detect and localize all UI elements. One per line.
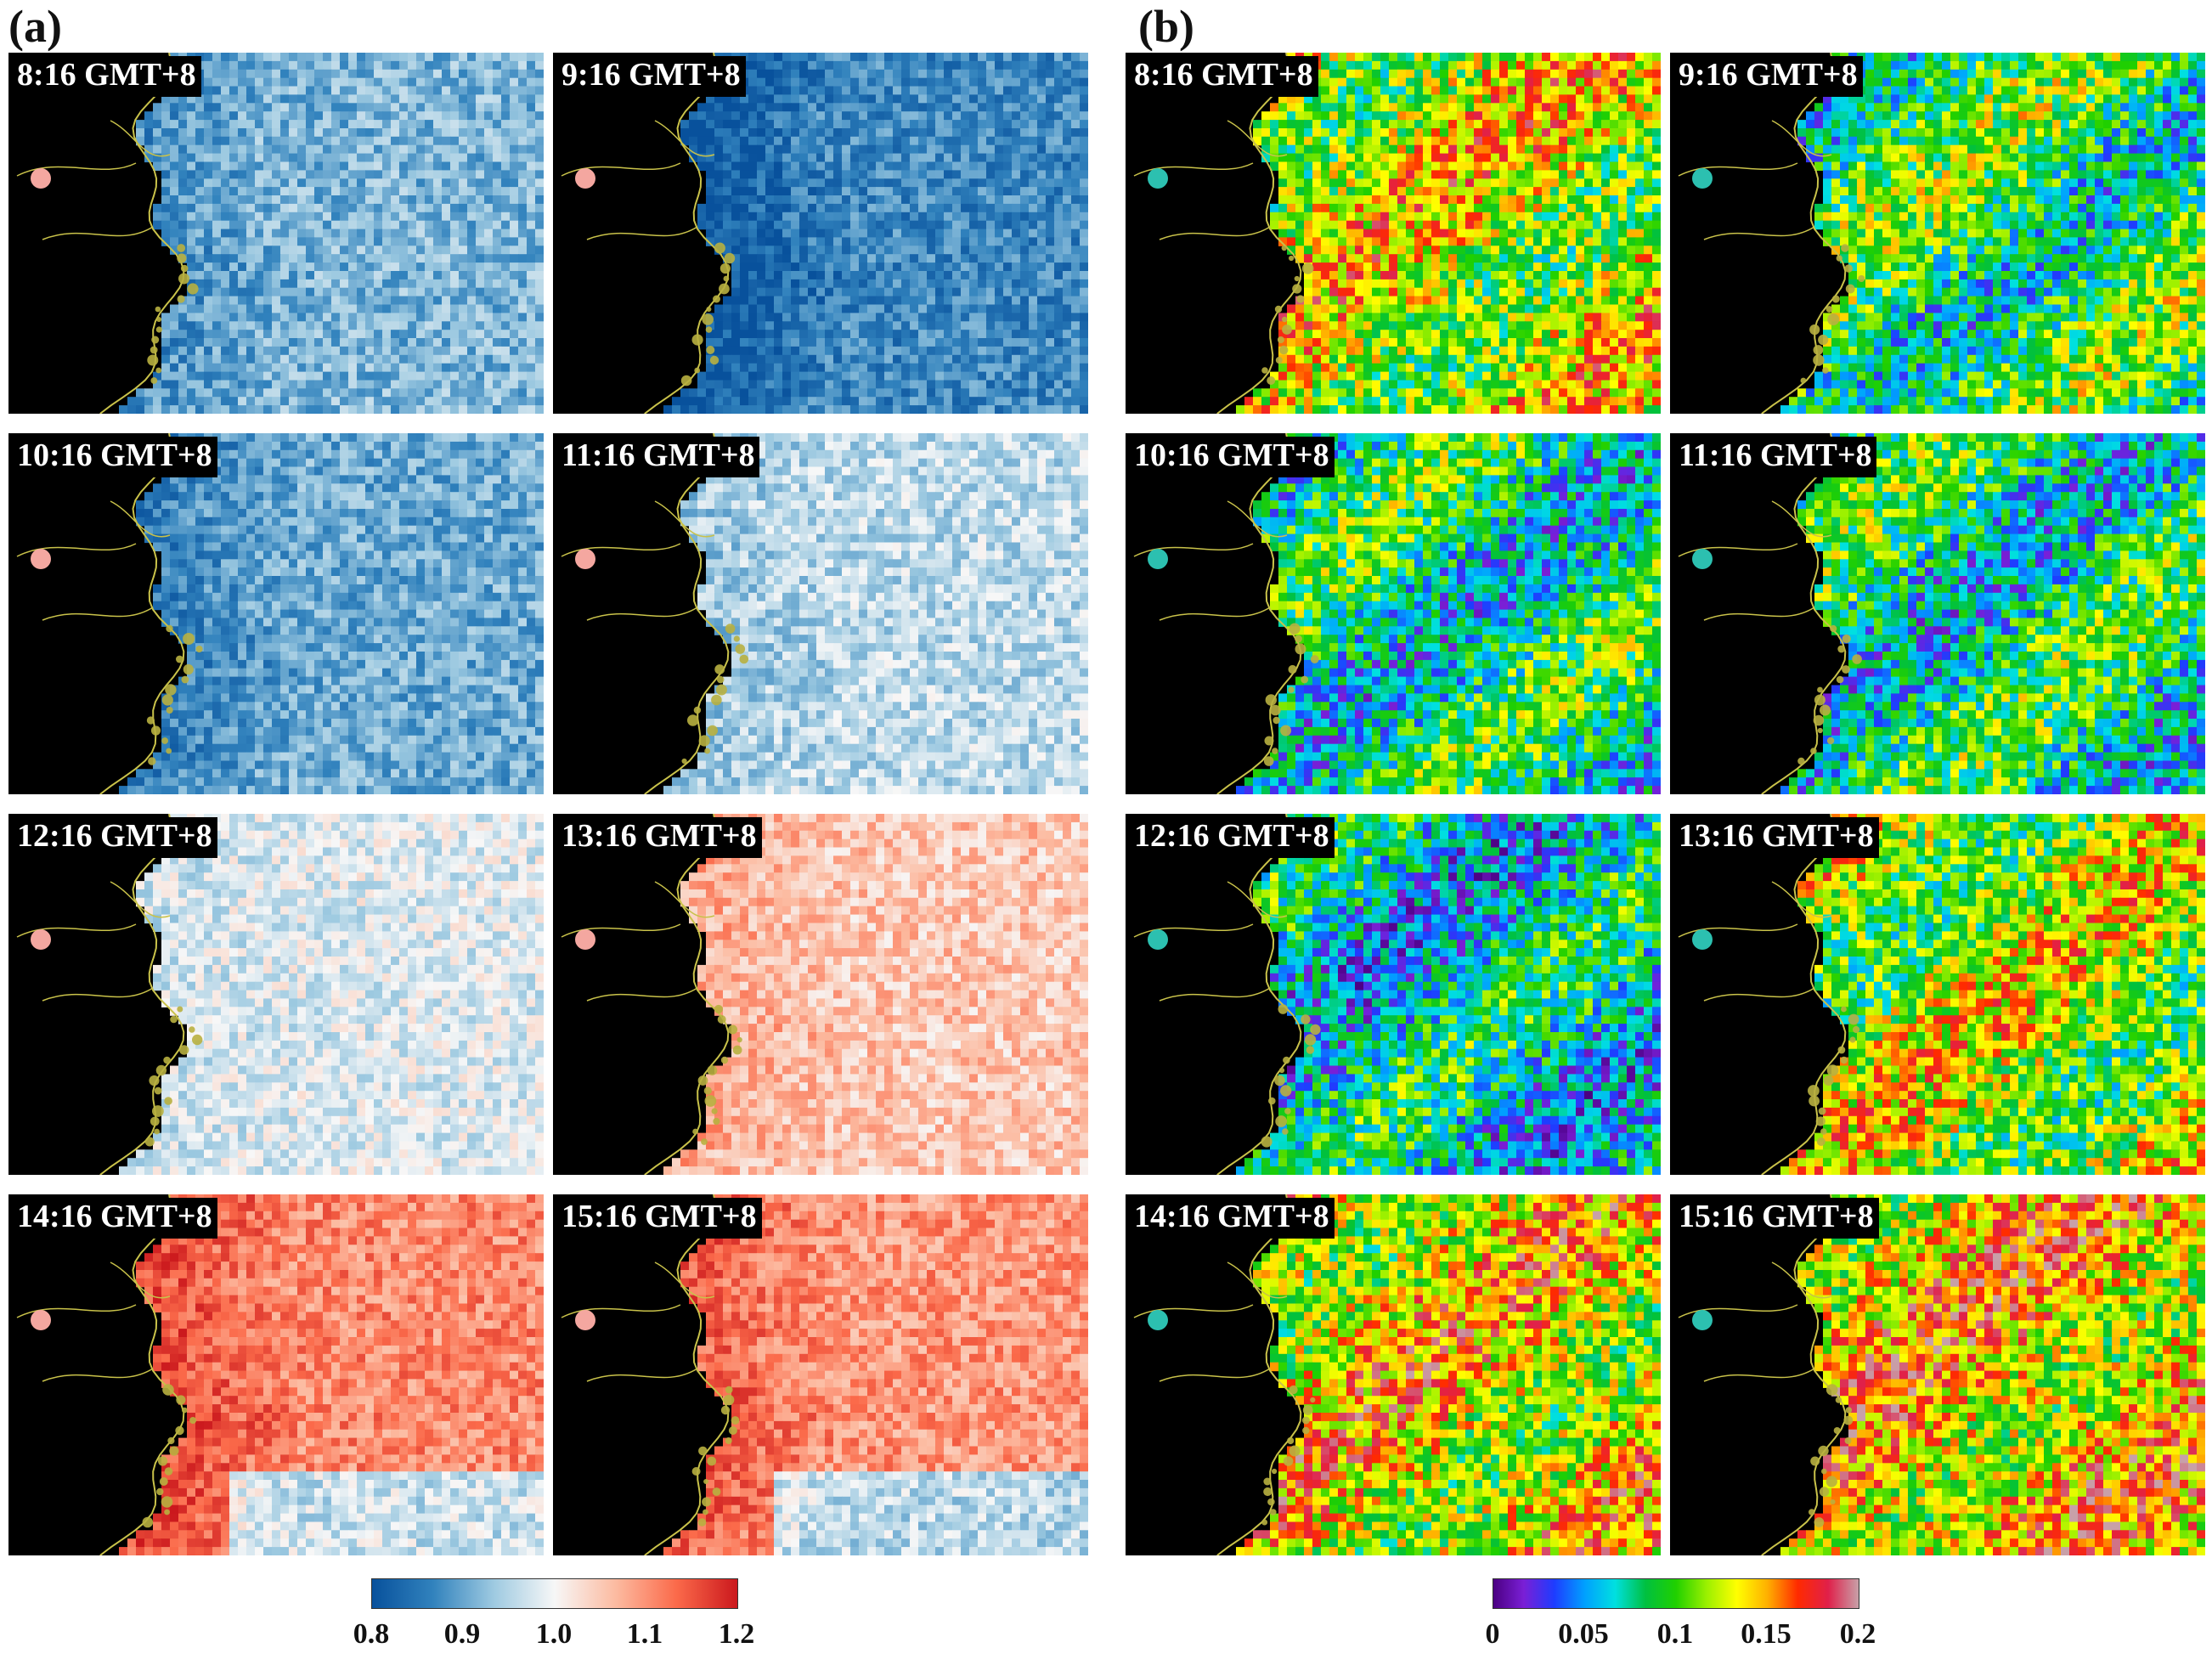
map-field <box>1126 53 1661 414</box>
map-field <box>8 814 544 1175</box>
map-a-0916: 9:16 GMT+8 <box>553 53 1088 414</box>
time-label: 15:16 GMT+8 <box>1673 1198 1879 1239</box>
map-b-1216: 12:16 GMT+8 <box>1126 814 1661 1175</box>
time-label: 14:16 GMT+8 <box>12 1198 217 1239</box>
map-field <box>553 53 1088 414</box>
time-label: 12:16 GMT+8 <box>1129 817 1335 858</box>
map-field <box>553 1194 1088 1555</box>
colorbar-a-tick: 1.0 <box>536 1618 573 1651</box>
colorbar-a-tick: 0.8 <box>353 1618 390 1651</box>
colorbar-b <box>1493 1578 1859 1609</box>
time-label: 14:16 GMT+8 <box>1129 1198 1335 1239</box>
time-label: 12:16 GMT+8 <box>12 817 217 858</box>
map-field <box>1126 1194 1661 1555</box>
map-a-1516: 15:16 GMT+8 <box>553 1194 1088 1555</box>
time-label: 8:16 GMT+8 <box>12 56 201 97</box>
map-b-1416: 14:16 GMT+8 <box>1126 1194 1661 1555</box>
map-b-1516: 15:16 GMT+8 <box>1670 1194 2205 1555</box>
map-a-0816: 8:16 GMT+8 <box>8 53 544 414</box>
colorbar-b-tick: 0.05 <box>1558 1618 1609 1651</box>
time-label: 10:16 GMT+8 <box>12 437 217 477</box>
map-field <box>8 53 544 414</box>
map-field <box>1670 433 2205 794</box>
map-field <box>1126 814 1661 1175</box>
map-field <box>1670 814 2205 1175</box>
map-b-1316: 13:16 GMT+8 <box>1670 814 2205 1175</box>
time-label: 10:16 GMT+8 <box>1129 437 1335 477</box>
panel-a-letter: (a) <box>8 3 62 49</box>
map-field <box>8 433 544 794</box>
map-b-1016: 10:16 GMT+8 <box>1126 433 1661 794</box>
map-a-1416: 14:16 GMT+8 <box>8 1194 544 1555</box>
map-a-1116: 11:16 GMT+8 <box>553 433 1088 794</box>
map-b-0816: 8:16 GMT+8 <box>1126 53 1661 414</box>
map-a-1316: 13:16 GMT+8 <box>553 814 1088 1175</box>
colorbar-a-tick: 0.9 <box>444 1618 481 1651</box>
colorbar-a <box>371 1578 738 1609</box>
colorbar-a-tick: 1.2 <box>719 1618 755 1651</box>
map-field <box>1670 53 2205 414</box>
panel-a-grid: 8:16 GMT+8 9:16 GMT+8 10:16 GMT+8 11:16 … <box>8 53 1088 1555</box>
colorbar-b-tick: 0 <box>1486 1618 1500 1651</box>
time-label: 8:16 GMT+8 <box>1129 56 1318 97</box>
time-label: 9:16 GMT+8 <box>556 56 746 97</box>
map-field <box>1670 1194 2205 1555</box>
time-label: 13:16 GMT+8 <box>556 817 762 858</box>
map-field <box>553 433 1088 794</box>
colorbar-b-tick: 0.2 <box>1840 1618 1876 1651</box>
time-label: 9:16 GMT+8 <box>1673 56 1863 97</box>
map-field <box>1126 433 1661 794</box>
map-a-1016: 10:16 GMT+8 <box>8 433 544 794</box>
time-label: 11:16 GMT+8 <box>1673 437 1877 477</box>
map-a-1216: 12:16 GMT+8 <box>8 814 544 1175</box>
map-field <box>553 814 1088 1175</box>
time-label: 13:16 GMT+8 <box>1673 817 1879 858</box>
map-field <box>8 1194 544 1555</box>
map-b-1116: 11:16 GMT+8 <box>1670 433 2205 794</box>
time-label: 15:16 GMT+8 <box>556 1198 762 1239</box>
map-b-0916: 9:16 GMT+8 <box>1670 53 2205 414</box>
colorbar-b-tick: 0.1 <box>1657 1618 1694 1651</box>
colorbar-a-tick: 1.1 <box>627 1618 663 1651</box>
panel-b-grid: 8:16 GMT+8 9:16 GMT+8 10:16 GMT+8 11:16 … <box>1126 53 2205 1555</box>
colorbar-b-tick: 0.15 <box>1741 1618 1792 1651</box>
panel-b-letter: (b) <box>1138 3 1194 49</box>
time-label: 11:16 GMT+8 <box>556 437 760 477</box>
